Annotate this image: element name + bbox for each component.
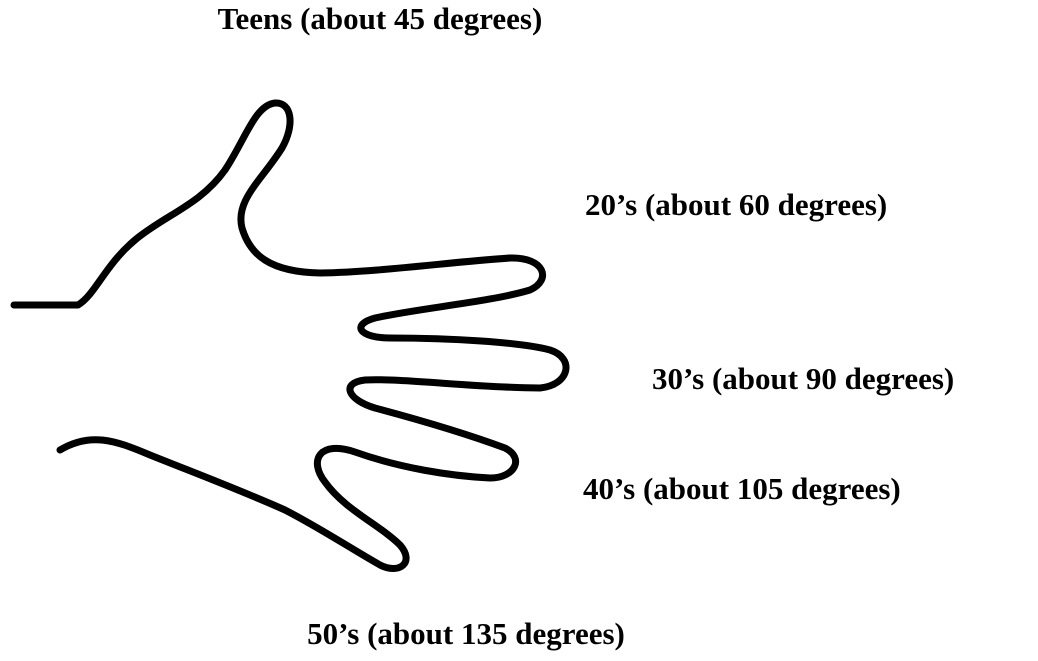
hand-outline bbox=[14, 103, 566, 569]
diagram: Teens (about 45 degrees) 20’s (about 60 d… bbox=[0, 0, 1038, 661]
age-label: 20’s (about 60 degrees) bbox=[585, 187, 887, 222]
age-label: 40’s (about 105 degrees) bbox=[583, 471, 901, 506]
age-label: Teens (about 45 degrees) bbox=[218, 1, 543, 36]
age-label: 30’s (about 90 degrees) bbox=[652, 361, 954, 396]
age-label: 50’s (about 135 degrees) bbox=[307, 616, 625, 651]
